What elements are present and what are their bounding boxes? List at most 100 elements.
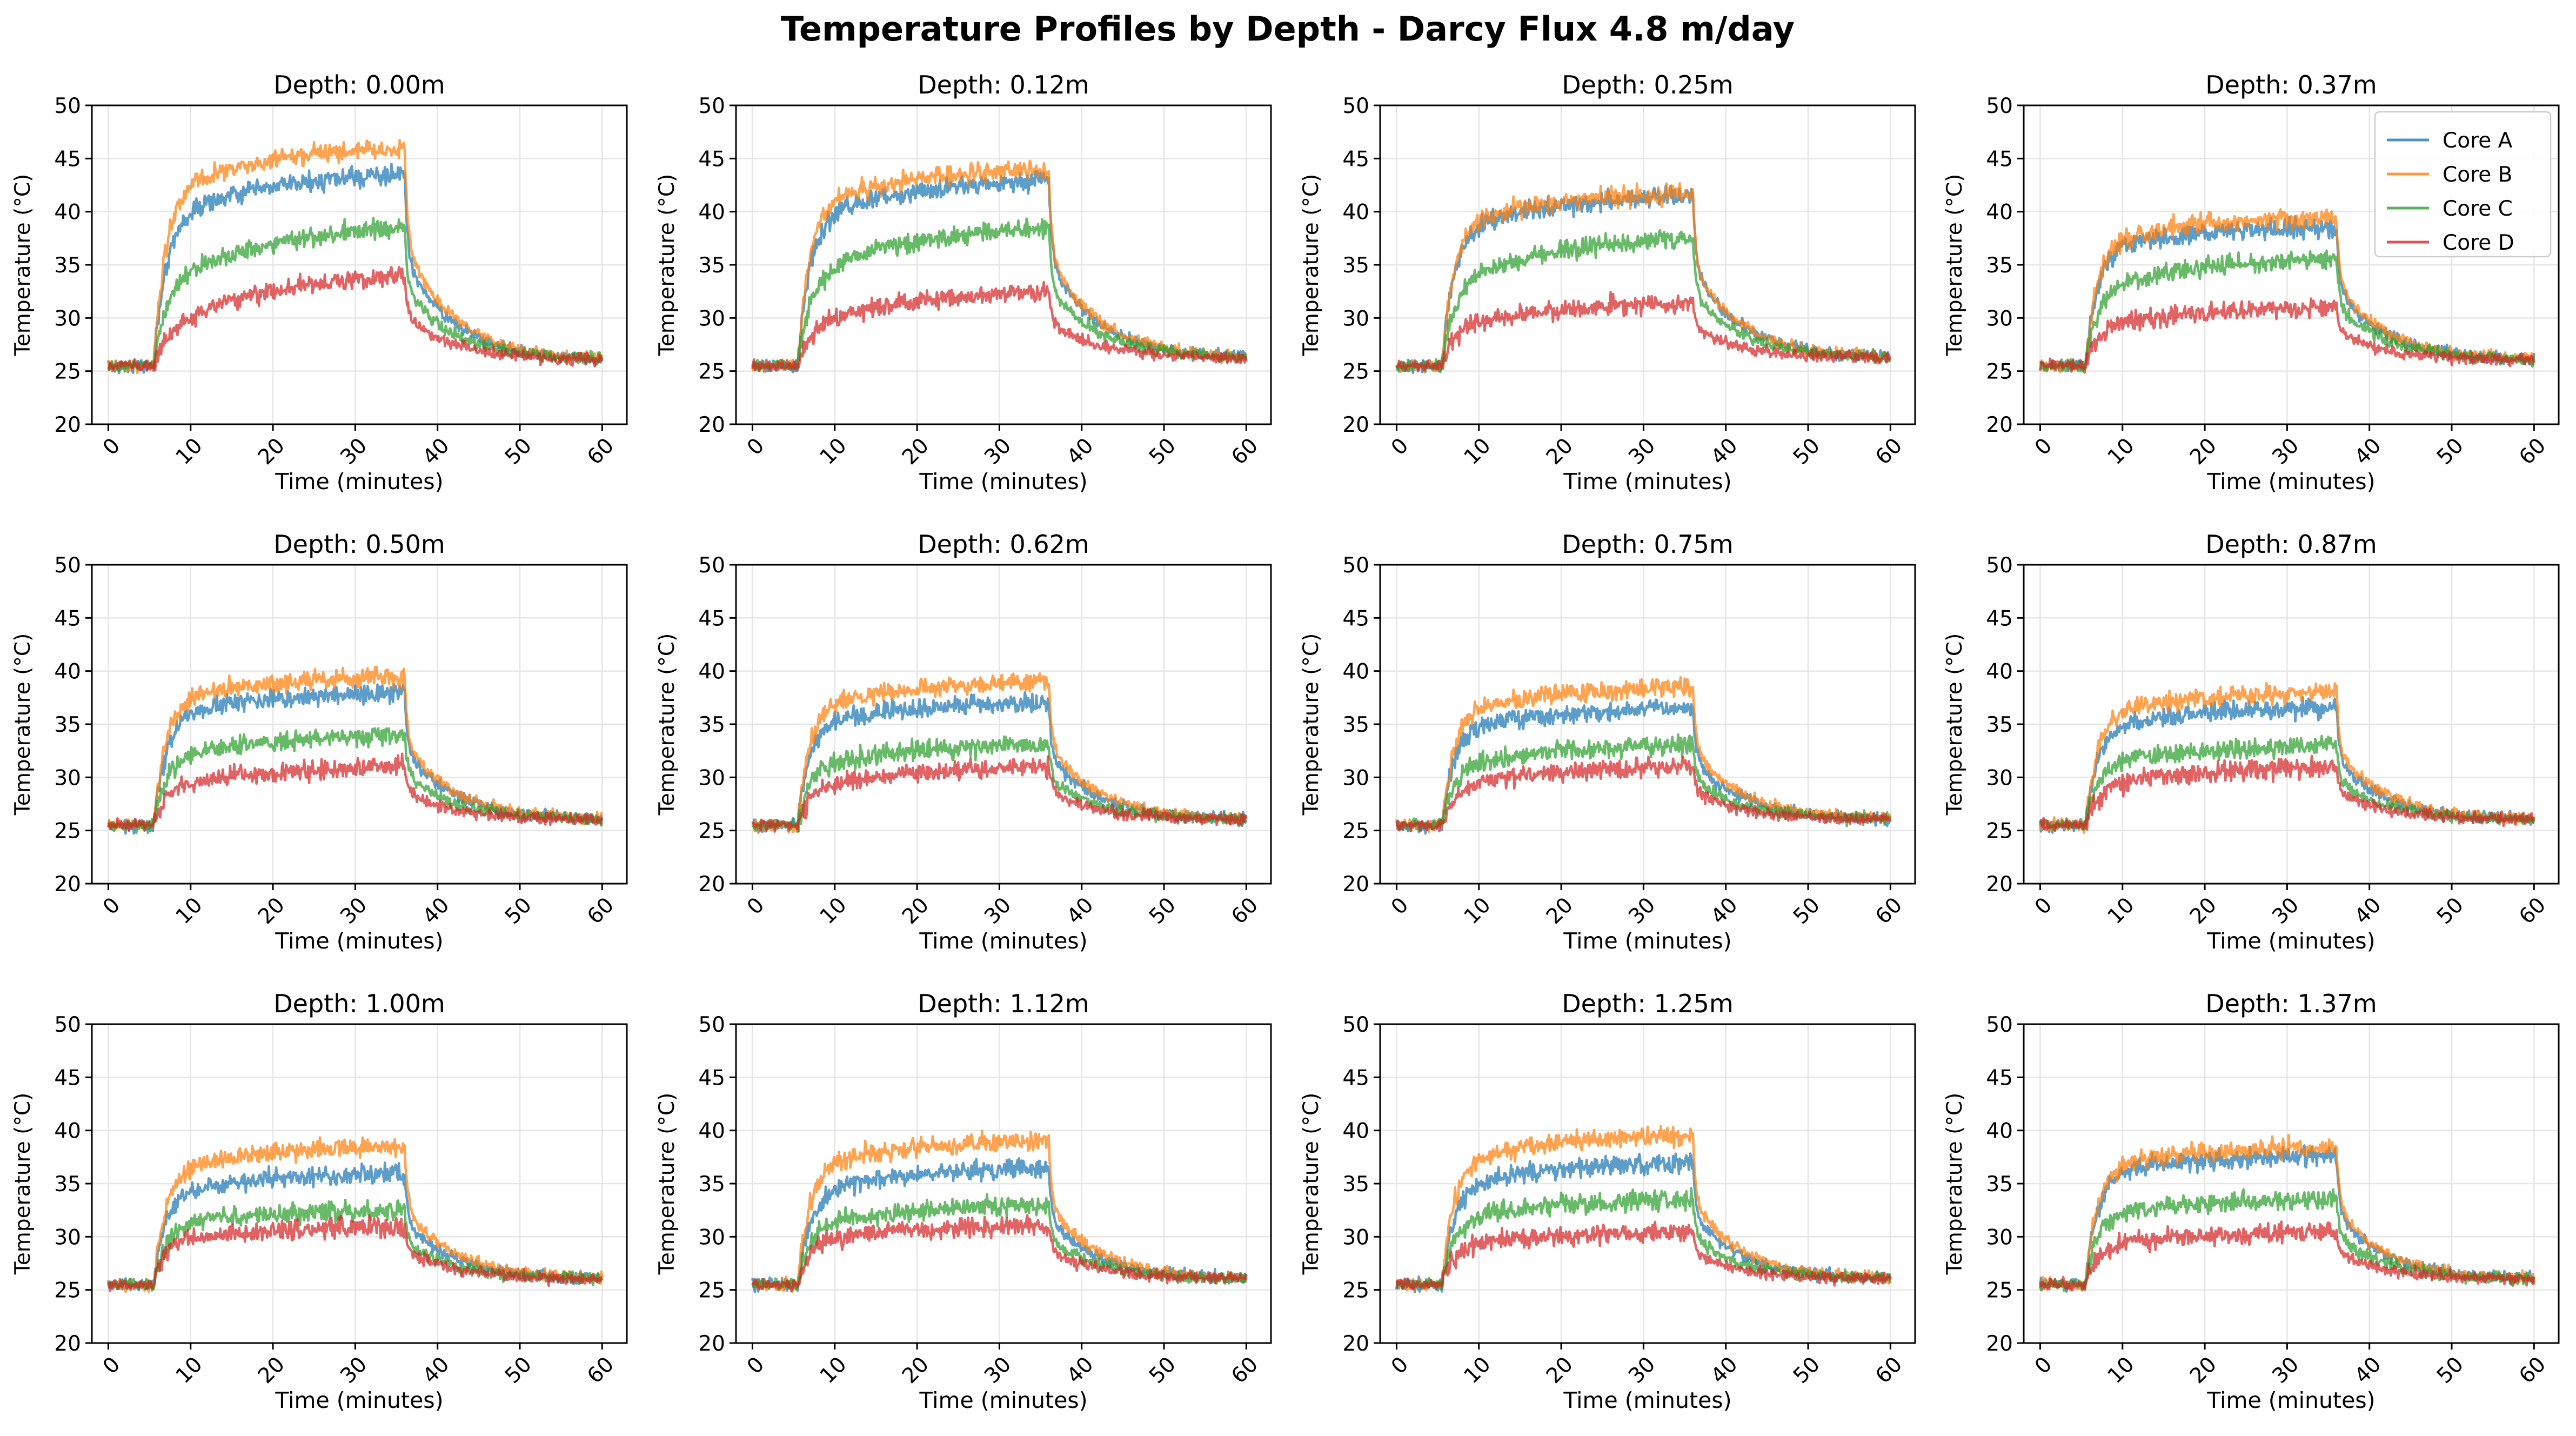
y-tick-label: 50 (1986, 94, 2013, 118)
x-axis-label: Time (minutes) (919, 928, 1087, 954)
y-tick-label: 50 (698, 553, 725, 578)
y-tick-label: 50 (1342, 553, 1369, 578)
y-tick-label: 40 (698, 1119, 725, 1144)
series-line-core-d (1395, 291, 1892, 372)
series-line-core-b (1395, 1125, 1892, 1292)
y-tick-label: 40 (698, 201, 725, 225)
y-tick-label: 45 (698, 1066, 725, 1090)
y-tick-label: 30 (1986, 306, 2013, 331)
series-line-core-c (2039, 1188, 2535, 1292)
y-tick-label: 30 (698, 766, 725, 790)
y-tick-label: 25 (698, 1279, 725, 1303)
x-axis-label: Time (minutes) (919, 469, 1087, 495)
y-tick-label: 35 (54, 1172, 81, 1197)
series-line-core-d (107, 1214, 604, 1292)
y-tick-label: 50 (1342, 94, 1369, 118)
y-tick-label: 40 (54, 1119, 81, 1144)
y-tick-label: 35 (1342, 1172, 1369, 1197)
y-axis-label: Temperature (°C) (11, 633, 35, 816)
y-tick-label: 25 (1342, 819, 1369, 844)
y-tick-label: 50 (54, 553, 81, 578)
y-tick-label: 45 (1986, 1066, 2013, 1090)
x-axis-label: Time (minutes) (2206, 928, 2375, 954)
y-tick-label: 40 (1986, 201, 2013, 225)
y-tick-label: 45 (1342, 1066, 1369, 1090)
y-tick-label: 30 (698, 306, 725, 331)
x-axis-label: Time (minutes) (1563, 1387, 1731, 1413)
y-tick-label: 35 (1342, 713, 1369, 737)
y-tick-label: 40 (1342, 660, 1369, 684)
y-tick-label: 25 (698, 360, 725, 384)
y-tick-label: 25 (1986, 1279, 2013, 1303)
series-group (751, 672, 1248, 834)
y-tick-label: 45 (698, 606, 725, 631)
y-tick-label: 50 (1986, 553, 2013, 578)
panel-title: Depth: 0.50m (273, 530, 445, 559)
y-tick-label: 40 (54, 660, 81, 684)
y-tick-label: 20 (1986, 1332, 2013, 1356)
y-tick-label: 35 (54, 253, 81, 278)
legend: Core A Core B Core C Core D (2374, 111, 2552, 258)
legend-label: Core B (2443, 163, 2512, 187)
x-axis-label: Time (minutes) (275, 469, 443, 495)
panel-title: Depth: 1.12m (918, 989, 1089, 1018)
y-tick-label: 30 (1342, 766, 1369, 790)
series-group (107, 665, 604, 835)
y-tick-label: 35 (698, 713, 725, 737)
series-group (107, 138, 604, 375)
series-line-core-c (1395, 229, 1891, 373)
y-tick-label: 25 (1986, 360, 2013, 384)
y-tick-label: 45 (1342, 147, 1369, 171)
y-axis-label: Temperature (°C) (1943, 633, 1967, 816)
y-tick-label: 25 (54, 819, 81, 844)
y-tick-label: 45 (1342, 606, 1369, 631)
panel-title: Depth: 0.62m (918, 530, 1089, 559)
y-tick-label: 30 (1342, 306, 1369, 331)
y-tick-label: 40 (1342, 1119, 1369, 1144)
series-group (1395, 182, 1892, 375)
y-axis-label: Temperature (°C) (655, 633, 679, 816)
y-axis-label: Temperature (°C) (1943, 174, 1967, 357)
y-axis-label: Temperature (°C) (1299, 633, 1323, 816)
y-tick-label: 40 (1986, 1119, 2013, 1144)
y-tick-label: 50 (698, 94, 725, 118)
panel-title: Depth: 0.87m (2205, 530, 2377, 559)
series-line-core-d (2039, 297, 2535, 373)
x-axis-label: Time (minutes) (1563, 469, 1731, 495)
y-axis-label: Temperature (°C) (11, 174, 35, 357)
y-tick-label: 25 (1342, 1279, 1369, 1303)
panel-title: Depth: 1.00m (273, 989, 445, 1018)
y-tick-label: 35 (54, 713, 81, 737)
y-tick-label: 20 (1342, 1332, 1369, 1356)
series-line-core-b (107, 138, 604, 375)
y-tick-label: 45 (54, 606, 81, 631)
y-tick-label: 20 (698, 1332, 725, 1356)
panel-title: Depth: 0.12m (918, 70, 1089, 99)
y-tick-label: 25 (698, 819, 725, 844)
y-tick-label: 30 (54, 306, 81, 331)
y-tick-label: 40 (1986, 660, 2013, 684)
series-line-core-c (1395, 1187, 1892, 1291)
x-axis-label: Time (minutes) (2206, 1387, 2375, 1413)
y-axis-label: Temperature (°C) (1299, 1093, 1323, 1275)
series-group (751, 1130, 1248, 1293)
y-tick-label: 50 (54, 1013, 81, 1037)
series-line-core-d (751, 1214, 1248, 1293)
series-line-core-c (751, 217, 1248, 372)
y-tick-label: 35 (1342, 253, 1369, 278)
y-tick-label: 20 (1986, 413, 2013, 437)
y-tick-label: 50 (1342, 1013, 1369, 1037)
y-tick-label: 35 (1986, 253, 2013, 278)
panel-title: Depth: 1.25m (1562, 989, 1733, 1018)
y-tick-label: 25 (54, 360, 81, 384)
y-tick-label: 20 (54, 413, 81, 437)
y-axis-label: Temperature (°C) (1299, 174, 1323, 357)
y-tick-label: 35 (1986, 1172, 2013, 1197)
panel-title: Depth: 0.25m (1562, 70, 1733, 99)
legend-box (2374, 111, 2552, 258)
y-tick-label: 20 (1342, 413, 1369, 437)
series-line-core-c (752, 735, 1247, 833)
y-tick-label: 25 (1342, 360, 1369, 384)
figure-title: Temperature Profiles by Depth - Darcy Fl… (781, 9, 1795, 49)
